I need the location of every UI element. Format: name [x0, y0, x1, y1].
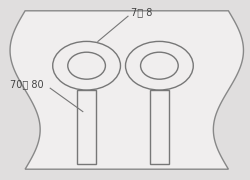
Text: 70、 80: 70、 80: [10, 79, 43, 89]
Circle shape: [68, 52, 105, 79]
Circle shape: [140, 52, 177, 79]
PathPatch shape: [10, 11, 242, 169]
Circle shape: [52, 41, 120, 90]
Text: 7、 8: 7、 8: [130, 8, 151, 18]
Circle shape: [125, 41, 192, 90]
Bar: [77, 90, 96, 164]
Bar: [150, 90, 168, 164]
